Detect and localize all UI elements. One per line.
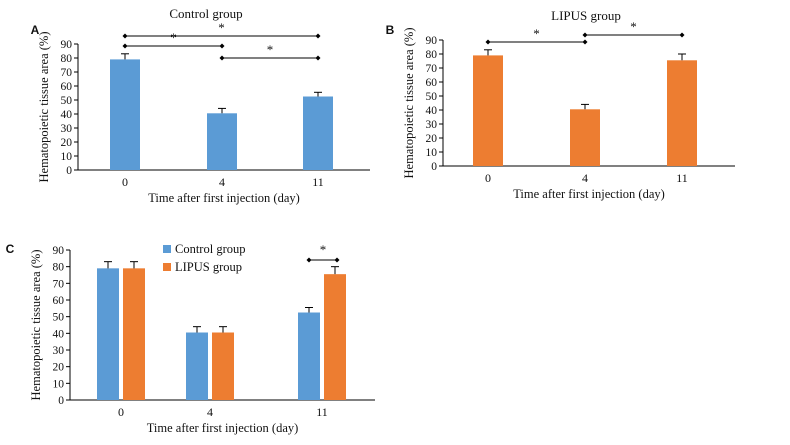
chart-a-y-tick-label: 80	[61, 53, 73, 65]
chart-c-y-tick-label: 90	[53, 245, 65, 257]
chart-c-y-tick-label: 80	[53, 262, 65, 274]
chart-a-panel-label: A	[31, 23, 40, 37]
chart-a-bar	[303, 96, 333, 170]
chart-a-y-axis-label: Hematopoietic tissue area (%)	[37, 32, 51, 183]
chart-c-y-tick-label: 0	[58, 395, 64, 407]
chart-b-bar	[570, 109, 600, 166]
chart-a-significance-bracket-end-right	[315, 33, 321, 39]
chart-c-legend-swatch	[163, 263, 171, 271]
chart-a-y-tick-label: 40	[61, 109, 73, 121]
chart-a-significance-bracket-end-left	[122, 33, 128, 39]
chart-a-y-tick-label: 0	[66, 165, 72, 177]
chart-a-title: Control group	[169, 6, 242, 21]
chart-b-significance-star: *	[533, 26, 540, 41]
chart-b-significance-bracket-end-right	[582, 39, 588, 45]
chart-a-significance-star: *	[218, 20, 225, 35]
chart-c-y-tick-label: 70	[53, 278, 65, 290]
chart-a-significance-star: *	[170, 30, 177, 45]
chart-c-x-tick-label: 11	[316, 405, 328, 419]
chart-b-y-tick-label: 10	[426, 147, 438, 159]
chart-b-y-tick-label: 40	[426, 105, 438, 117]
chart-a-x-tick-label: 4	[219, 175, 225, 189]
chart-a-significance-bracket-end-right	[219, 43, 225, 49]
chart-c-y-tick-label: 10	[53, 378, 65, 390]
chart-b-significance-bracket-end-right	[679, 32, 685, 38]
chart-a-significance-bracket-end-left	[219, 55, 225, 61]
chart-c-y-tick-label: 60	[53, 295, 65, 307]
chart-b-y-tick-label: 0	[431, 161, 437, 173]
chart-a-y-tick-label: 30	[61, 123, 73, 135]
chart-b-y-tick-label: 20	[426, 133, 438, 145]
chart-c-legend-label: Control group	[175, 242, 245, 256]
chart-a-x-tick-label: 11	[312, 175, 324, 189]
chart-b-y-tick-label: 60	[426, 77, 438, 89]
chart-b-bar	[667, 60, 697, 166]
chart-c-bar	[186, 332, 208, 400]
chart-a-y-tick-label: 50	[61, 95, 73, 107]
chart-b-bar	[473, 55, 503, 166]
chart-b-y-tick-label: 70	[426, 63, 438, 75]
chart-c-bar	[97, 268, 119, 400]
chart-a-significance-star: *	[267, 42, 274, 57]
chart-b-x-tick-label: 11	[676, 171, 688, 185]
chart-a-y-tick-label: 90	[61, 39, 73, 51]
chart-c-legend-label: LIPUS group	[175, 260, 242, 274]
chart-a-y-tick-label: 10	[61, 151, 73, 163]
chart-a-x-tick-label: 0	[122, 175, 128, 189]
chart-c-y-axis-label: Hematopoietic tissue area (%)	[29, 250, 43, 401]
chart-c-bar	[324, 274, 346, 400]
chart-a-bar	[110, 59, 140, 170]
chart-b-y-axis-label: Hematopoietic tissue area (%)	[402, 28, 416, 179]
chart-b-significance-bracket-end-left	[485, 39, 491, 45]
chart-b-x-tick-label: 4	[582, 171, 588, 185]
chart-c-x-tick-label: 4	[207, 405, 213, 419]
chart-c-significance-bracket-end-right	[334, 257, 340, 263]
chart-b-y-tick-label: 80	[426, 49, 438, 61]
chart-c-legend-swatch	[163, 245, 171, 253]
chart-a-y-tick-label: 20	[61, 137, 73, 149]
chart-a-bar	[207, 113, 237, 170]
chart-a-significance-bracket-end-left	[122, 43, 128, 49]
chart-b-title: LIPUS group	[551, 8, 621, 23]
chart-c-x-axis-label: Time after first injection (day)	[147, 421, 299, 435]
chart-a-significance-bracket-end-right	[315, 55, 321, 61]
chart-a-x-axis-label: Time after first injection (day)	[148, 191, 300, 205]
chart-c-bar	[298, 312, 320, 400]
chart-a-y-tick-label: 70	[61, 67, 73, 79]
chart-b-significance-star: *	[630, 19, 637, 34]
chart-c-significance-bracket-end-left	[306, 257, 312, 263]
chart-b-y-tick-label: 30	[426, 119, 438, 131]
chart-b-y-tick-label: 50	[426, 91, 438, 103]
chart-a-y-tick-label: 60	[61, 81, 73, 93]
chart-c-bar	[212, 332, 234, 400]
chart-c-x-tick-label: 0	[118, 405, 124, 419]
chart-c-bar	[123, 268, 145, 400]
chart-c-significance-star: *	[320, 242, 327, 257]
chart-c-y-tick-label: 40	[53, 328, 65, 340]
chart-b-panel-label: B	[386, 23, 395, 37]
chart-b-y-tick-label: 90	[426, 35, 438, 47]
chart-c-y-tick-label: 50	[53, 312, 65, 324]
chart-b-x-tick-label: 0	[485, 171, 491, 185]
chart-c-y-tick-label: 30	[53, 345, 65, 357]
chart-c-panel-label: C	[6, 242, 15, 256]
chart-b-x-axis-label: Time after first injection (day)	[513, 187, 665, 201]
chart-b-significance-bracket-end-left	[582, 32, 588, 38]
chart-c-y-tick-label: 20	[53, 362, 65, 374]
